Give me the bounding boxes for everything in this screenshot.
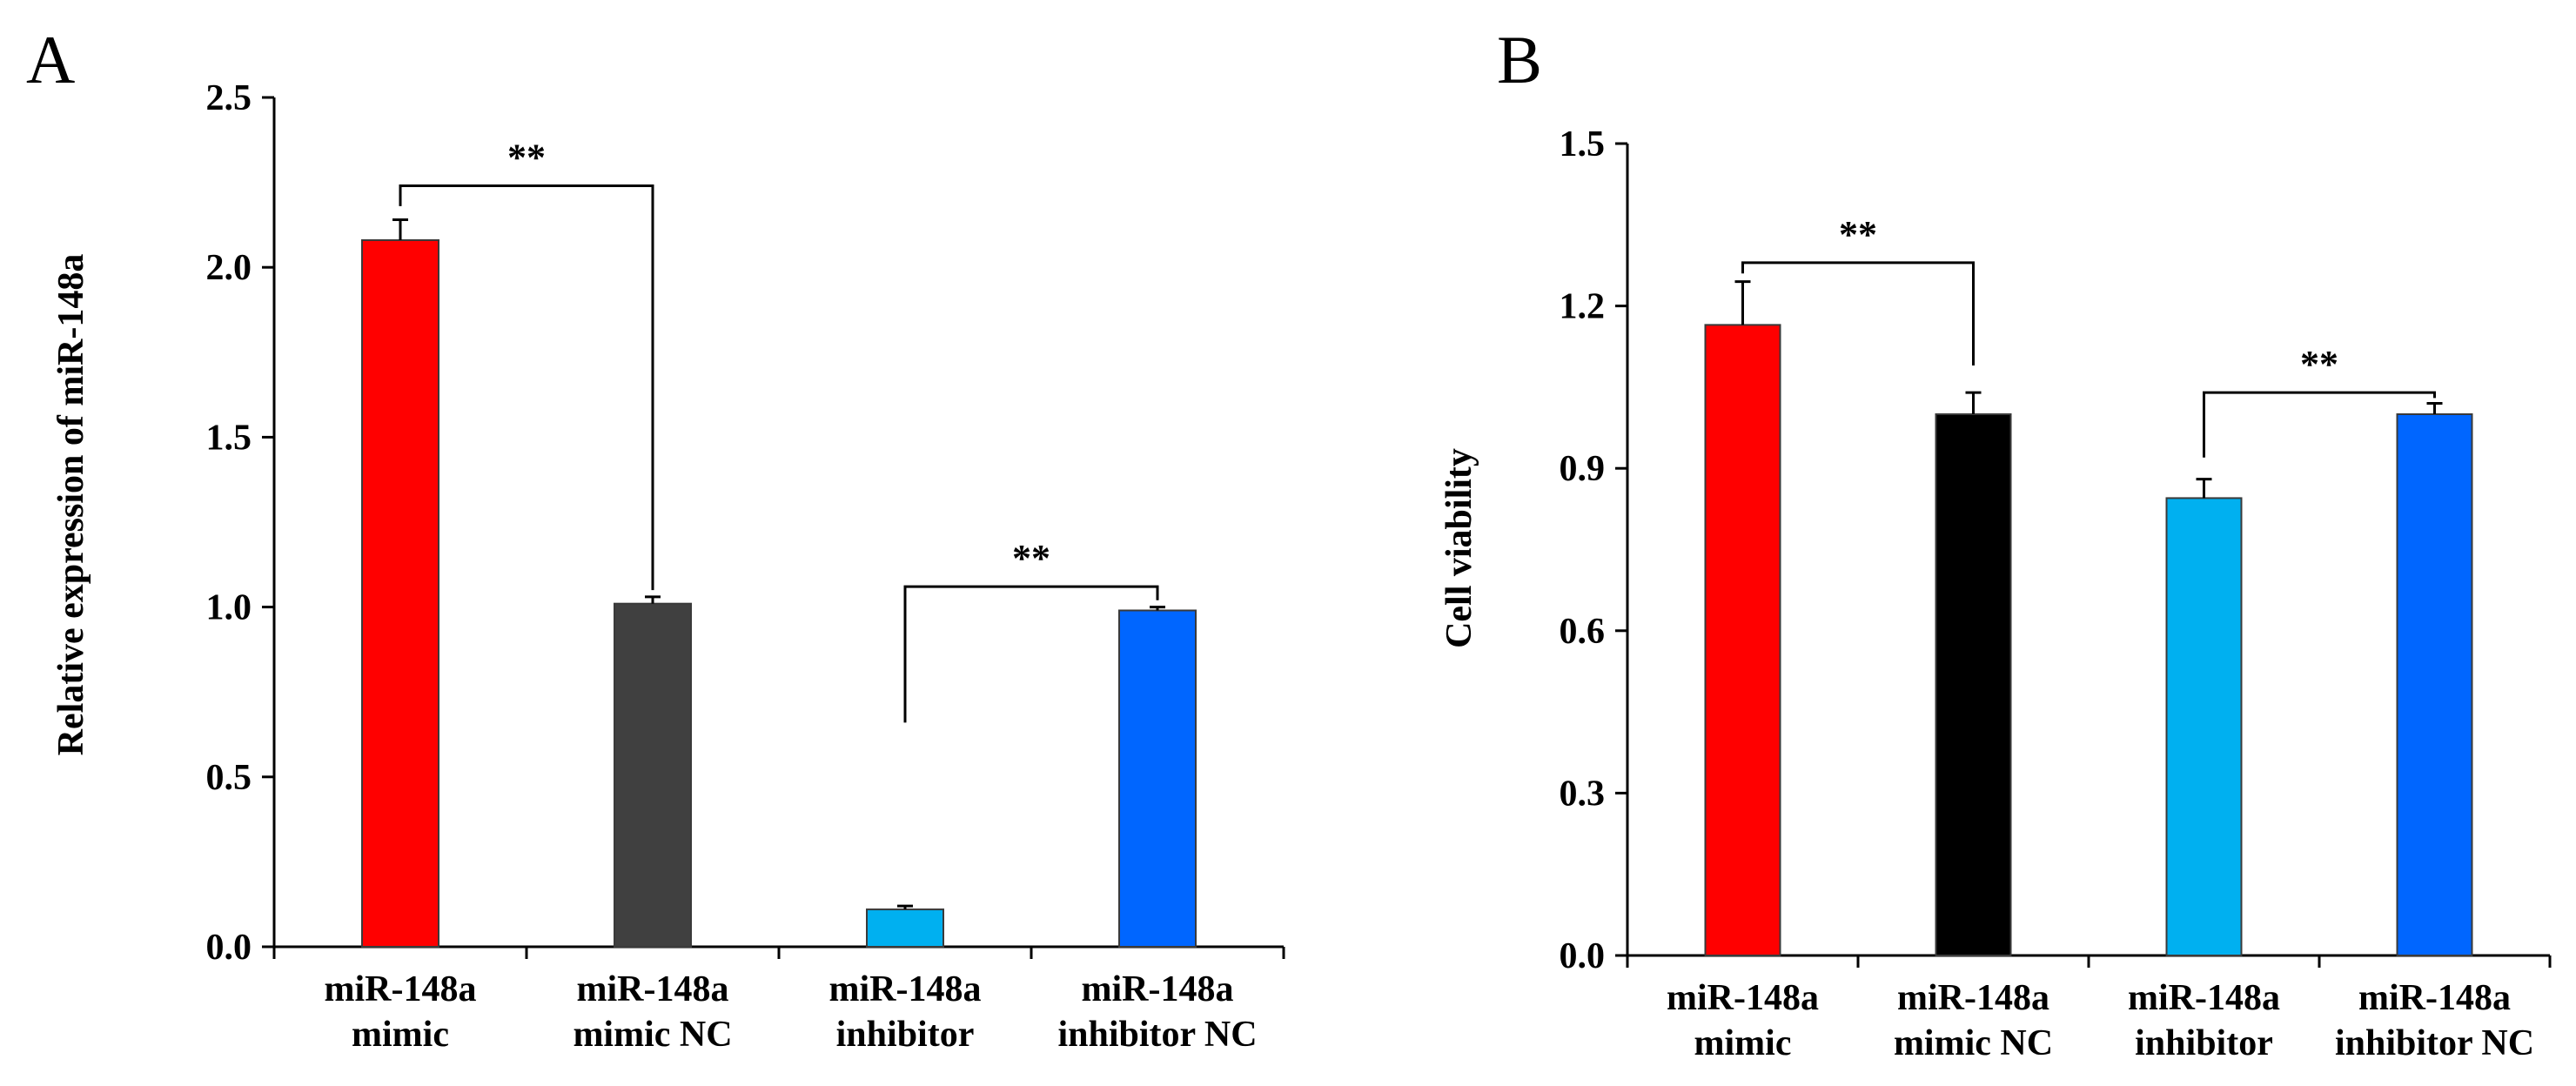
- panel-a-category-label: inhibitor: [836, 1015, 975, 1055]
- panel-b-significance-label: **: [1839, 213, 1877, 256]
- panel-a-y-tick-label: 2.0: [206, 248, 252, 288]
- panel-a-y-tick-label: 0.0: [206, 928, 252, 968]
- panel-b-chart: B Cell viability 0.0 0.3 0.6 0.9 1.2 1.5 miR-1…: [1439, 22, 2552, 1063]
- panel-a-y-axis-label: Relative expression of miR-148a: [51, 254, 91, 756]
- panel-b-bar: [2165, 497, 2243, 956]
- panel-b-y-tick-label: 1.5: [1560, 124, 1606, 164]
- panel-a-category-label: mimic: [352, 1015, 449, 1055]
- panel-a-y-tick-label: 0.5: [206, 758, 252, 798]
- panel-b-significance-bracket: [2203, 391, 2436, 458]
- panel-a-bar: [1118, 609, 1197, 949]
- panel-b-y-tick-label: 0.0: [1560, 936, 1606, 976]
- panel-b-y-tick-label: 0.6: [1560, 612, 1606, 652]
- panel-a-category-label: miR-148a: [1082, 969, 1234, 1009]
- panel-a-significance-bracket: [903, 585, 1159, 723]
- panel-a-chart: A Relative expression of miR-148a 0.0 0.5…: [26, 22, 1285, 1055]
- panel-b-bar: [1704, 324, 1781, 956]
- panel-b-category-label: mimic: [1694, 1023, 1792, 1063]
- panel-b-category-label: inhibitor NC: [2335, 1023, 2534, 1063]
- panel-a-significance-label: **: [1012, 537, 1050, 580]
- panel-b-category-label: miR-148a: [2358, 978, 2511, 1018]
- panel-a-category-label: inhibitor NC: [1057, 1015, 1257, 1055]
- panel-b-y-tick-label: 1.2: [1560, 287, 1606, 327]
- panel-a-category-label: miR-148a: [829, 969, 982, 1009]
- panel-a-y-tick-label: 1.0: [206, 588, 252, 628]
- panel-b-y-axis-label: Cell viability: [1439, 448, 1479, 648]
- panel-b-significance-bracket: [1741, 261, 1975, 366]
- panel-a-y-tick-label: 2.5: [206, 78, 252, 118]
- panel-a-bar: [614, 602, 692, 948]
- panel-b-y-tick-label: 0.3: [1560, 774, 1606, 814]
- panel-b-category-label: miR-148a: [1667, 978, 1819, 1018]
- panel-a-significance-label: **: [507, 137, 546, 179]
- panel-b-significance-label: **: [2300, 343, 2338, 385]
- panel-a-category-label: miR-148a: [577, 969, 729, 1009]
- panel-b-bar: [2396, 413, 2473, 956]
- panel-b-y-tick-label: 0.9: [1560, 449, 1606, 489]
- panel-a-bar: [361, 238, 439, 948]
- panel-a-significance-bracket: [399, 184, 654, 591]
- panel-b-category-label: mimic NC: [1894, 1023, 2053, 1063]
- panel-a-y-tick-label: 1.5: [206, 418, 252, 458]
- panel-a-bar: [866, 908, 944, 949]
- panel-b-category-label: miR-148a: [2128, 978, 2280, 1018]
- panel-b-label: B: [1497, 22, 1542, 97]
- panel-a-category-label: mimic NC: [573, 1015, 732, 1055]
- panel-b-bar: [1935, 413, 2012, 956]
- panel-b-category-label: inhibitor: [2135, 1023, 2273, 1063]
- panel-b-category-label: miR-148a: [1897, 978, 2049, 1018]
- panel-a-label: A: [26, 22, 75, 97]
- panel-a-category-label: miR-148a: [325, 969, 477, 1009]
